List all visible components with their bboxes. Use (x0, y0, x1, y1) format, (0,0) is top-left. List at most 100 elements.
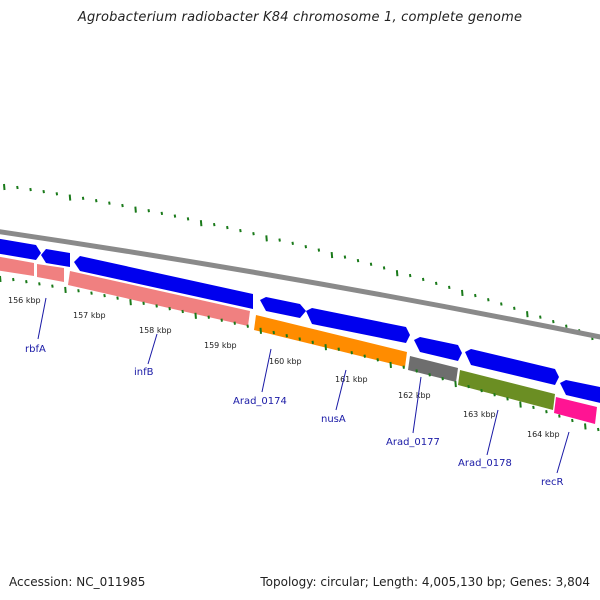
scale-tick (12, 277, 15, 282)
scale-tick (402, 365, 405, 369)
scale-tick (239, 228, 242, 233)
scale-tick (454, 381, 457, 388)
gene-arrow[interactable] (306, 308, 410, 343)
scale-tick (552, 319, 555, 324)
gene-label-infb[interactable]: infB (134, 367, 154, 378)
scale-tick (382, 266, 386, 270)
scale-tick (278, 238, 281, 242)
scale-tick (500, 302, 503, 306)
scale-tick (343, 255, 347, 259)
kbp-label: 157 kbp (73, 311, 106, 320)
scale-tick (199, 220, 203, 227)
scale-tick (597, 427, 600, 432)
gene-arrow[interactable] (260, 297, 306, 318)
scale-tick (434, 281, 438, 286)
scale-tick (77, 289, 80, 293)
reverse-strand-features (0, 256, 597, 424)
scale-tick (155, 304, 158, 308)
scale-tick (81, 196, 85, 200)
scale-tick (408, 273, 412, 278)
scale-tick (207, 315, 210, 319)
scale-tick (103, 293, 106, 298)
scale-tick (25, 280, 28, 284)
gene-label-arad-0177[interactable]: Arad_0177 (386, 437, 440, 448)
scale-tick (55, 192, 59, 196)
kbp-label: 163 kbp (463, 410, 496, 419)
scale-tick (337, 347, 340, 351)
kbp-label: 156 kbp (8, 296, 41, 305)
scale-tick (558, 414, 561, 418)
scale-tick (212, 222, 216, 227)
gene-block-salmon[interactable] (37, 264, 64, 282)
scale-tick (565, 324, 568, 328)
scale-tick (173, 214, 177, 218)
gene-arrow[interactable] (465, 349, 559, 385)
scale-tick (506, 397, 509, 401)
gene-label-arad-0174[interactable]: Arad_0174 (233, 396, 287, 407)
scale-tick (259, 327, 262, 334)
scale-tick (194, 312, 197, 319)
scale-tick (181, 309, 184, 314)
scale-tick (116, 296, 119, 300)
gene-labels: rbfA infB Arad_0174 nusA Arad_0177 Arad_… (25, 344, 564, 488)
scale-tick (474, 293, 477, 298)
gene-block-magenta[interactable] (554, 397, 597, 424)
gene-block-olive[interactable] (458, 370, 555, 410)
gene-block-orange[interactable] (254, 315, 407, 367)
scale-tick (480, 388, 483, 393)
genome-backbone (0, 229, 600, 340)
gene-label-rbfa[interactable]: rbfA (25, 344, 46, 355)
accession-text: Accession: NC_011985 (9, 575, 146, 589)
scale-tick (298, 337, 301, 341)
map-title: Agrobacterium radiobacter K84 chromosome… (77, 10, 523, 25)
gene-arrow[interactable] (41, 249, 70, 267)
scale-tick (311, 340, 314, 344)
gene-block-salmon[interactable] (68, 271, 250, 326)
gene-label-nusa[interactable]: nusA (321, 414, 346, 425)
scale-tick (147, 209, 150, 213)
gene-arrow[interactable] (414, 337, 462, 361)
scale-tick (42, 189, 45, 194)
gene-arrow[interactable] (0, 238, 41, 260)
kbp-label: 159 kbp (204, 341, 237, 350)
gene-leader-lines (37, 297, 570, 474)
scale-tick (330, 251, 334, 259)
scale-tick (395, 270, 399, 277)
kbp-label: 161 kbp (335, 375, 368, 384)
scale-tick (51, 284, 54, 288)
scale-tick (571, 418, 574, 423)
inner-dotted-ring (0, 275, 600, 432)
gene-arrow[interactable] (560, 380, 600, 404)
kbp-label: 162 kbp (398, 391, 431, 400)
scale-tick (421, 277, 425, 282)
scale-tick (272, 330, 275, 335)
kbp-label: 160 kbp (269, 357, 302, 366)
scale-tick (415, 369, 418, 373)
gene-label-recr[interactable]: recR (541, 477, 564, 488)
scale-tick (532, 405, 535, 410)
scale-labels: 156 kbp 157 kbp 158 kbp 159 kbp 160 kbp … (8, 296, 560, 439)
genome-summary-text: Topology: circular; Length: 4,005,130 bp… (260, 575, 590, 589)
scale-tick (90, 291, 93, 295)
gene-block-salmon[interactable] (0, 256, 34, 276)
forward-strand-features (0, 238, 600, 404)
scale-tick (539, 315, 542, 319)
scale-tick (461, 289, 464, 297)
scale-tick (285, 334, 288, 338)
scale-tick (252, 232, 255, 236)
gene-block-gray[interactable] (408, 356, 458, 382)
scale-tick (3, 183, 6, 191)
scale-tick (428, 373, 431, 377)
scale-tick (448, 285, 451, 290)
scale-tick (584, 423, 587, 430)
scale-tick (467, 384, 470, 389)
scale-tick (168, 307, 171, 311)
scale-tick (389, 361, 392, 369)
scale-tick (317, 248, 321, 252)
gene-arrow[interactable] (74, 256, 253, 309)
gene-label-arad-0178[interactable]: Arad_0178 (458, 458, 512, 469)
scale-tick (134, 206, 137, 213)
scale-tick (513, 306, 516, 310)
scale-tick (246, 324, 249, 328)
